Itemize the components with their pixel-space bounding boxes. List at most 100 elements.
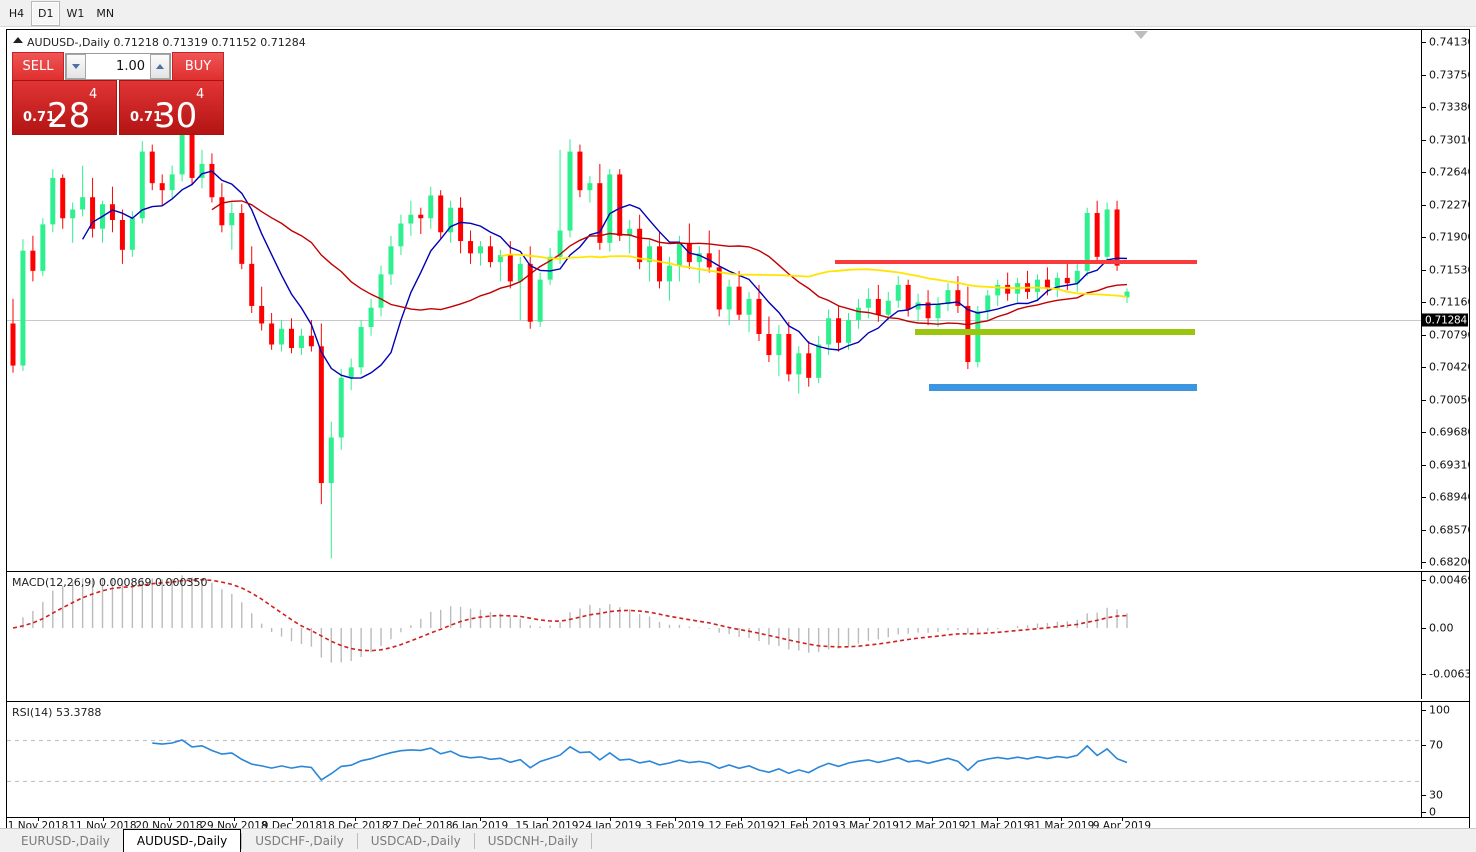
- current-price-line: [7, 320, 1421, 321]
- volume-stepper[interactable]: 1.00: [65, 53, 171, 80]
- timeframe-button-h4[interactable]: H4: [8, 7, 25, 20]
- macd-axis-tick: [1422, 628, 1426, 629]
- volume-increase-button[interactable]: [150, 54, 170, 79]
- one-click-trading-panel[interactable]: SELL 1.00 BUY 0.71 28 4 0.71: [12, 52, 224, 135]
- date-axis-tick: [675, 818, 676, 821]
- volume-decrease-button[interactable]: [66, 54, 86, 79]
- support-line-blue[interactable]: [929, 383, 1197, 391]
- macd-pane[interactable]: 0.004694 0.00 -0.00639 MACD(12,26,9) 0.000…: [7, 571, 1469, 699]
- buy-button[interactable]: 0.71 30 4: [119, 80, 224, 135]
- price-axis-tick: [1422, 465, 1426, 466]
- price-axis-tick: [1422, 530, 1426, 531]
- timeframe-button-d1[interactable]: D1: [31, 1, 61, 26]
- date-axis-tick: [741, 818, 742, 821]
- rsi-axis-label: 30: [1429, 788, 1443, 802]
- chevron-up-icon: [156, 64, 164, 69]
- one-click-price-buttons[interactable]: 0.71 28 4 0.71 30 4: [12, 80, 224, 135]
- price-axis-tick: [1422, 497, 1426, 498]
- price-axis-tick: [1422, 270, 1426, 271]
- symbol-tab-usdcad[interactable]: USDCAD-,Daily: [370, 834, 461, 848]
- price-axis-tick: [1422, 562, 1426, 563]
- one-click-trading-controls[interactable]: SELL 1.00 BUY: [12, 52, 224, 80]
- date-axis-label: 3 Mar 2019: [839, 820, 899, 832]
- date-axis-tick: [419, 818, 420, 821]
- rsi-axis: 100 70 30 0: [1421, 702, 1469, 817]
- price-axis-label: 0.69680: [1429, 425, 1470, 439]
- sell-price-prefix: 0.71: [23, 110, 56, 125]
- date-axis-label: 24 Jan 2019: [578, 820, 642, 832]
- symbol-tab-audusd[interactable]: AUDUSD-,Daily: [122, 829, 242, 852]
- rsi-plot-area[interactable]: [7, 702, 1421, 817]
- tab-divider: [356, 833, 358, 849]
- date-axis-tick: [169, 818, 170, 821]
- rsi-axis-tick: [1422, 795, 1426, 796]
- price-axis-label: 0.73010: [1429, 133, 1470, 147]
- price-axis-tick: [1422, 205, 1426, 206]
- tab-divider: [591, 833, 593, 849]
- rsi-axis-tick: [1422, 745, 1426, 746]
- buy-price-big: 30: [154, 96, 198, 136]
- price-axis-label: 0.68940: [1429, 490, 1470, 504]
- chart-expand-arrow-icon[interactable]: [13, 37, 23, 43]
- date-axis-tick: [869, 818, 870, 821]
- price-axis[interactable]: 0.74130 0.73750 0.73380 0.73010 0.72640 0.722…: [1421, 30, 1469, 569]
- price-axis-label: 0.68570: [1429, 523, 1470, 537]
- timeframe-button-mn[interactable]: MN: [96, 7, 115, 20]
- date-axis-label: 21 Mar 2019: [963, 820, 1031, 832]
- date-axis-label: 6 Jan 2019: [451, 820, 509, 832]
- price-axis-label: 0.74130: [1429, 35, 1470, 49]
- price-axis-label: 0.71160: [1429, 295, 1470, 309]
- symbol-tab-usdchf[interactable]: USDCHF-,Daily: [255, 834, 344, 848]
- volume-input[interactable]: 1.00: [86, 54, 150, 79]
- date-axis-tick: [610, 818, 611, 821]
- date-axis-label: 15 Jan 2019: [515, 820, 579, 832]
- price-axis-label: 0.70790: [1429, 328, 1470, 342]
- rsi-axis-label: 100: [1429, 703, 1450, 717]
- symbol-tab-eurusd[interactable]: EURUSD-,Daily: [21, 834, 110, 848]
- price-axis-label: 0.68200: [1429, 555, 1470, 569]
- price-axis-tick: [1422, 75, 1426, 76]
- macd-plot-area[interactable]: [7, 572, 1421, 699]
- rsi-pane[interactable]: 100 70 30 0 RSI(14) 53.3788: [7, 701, 1469, 817]
- price-axis-tick: [1422, 400, 1426, 401]
- price-axis-label: 0.70050: [1429, 393, 1470, 407]
- price-axis-tick: [1422, 302, 1426, 303]
- macd-axis: 0.004694 0.00 -0.00639: [1421, 572, 1469, 699]
- timeframe-button-w1[interactable]: W1: [66, 7, 85, 20]
- date-axis-label: 20 Nov 2018: [135, 820, 203, 832]
- chart-frame[interactable]: 0.74130 0.73750 0.73380 0.73010 0.72640 0.722…: [6, 29, 1470, 818]
- rsi-axis-label: 0: [1429, 805, 1436, 818]
- chart-shift-marker-icon[interactable]: [1134, 31, 1148, 39]
- date-axis-label: 18 Dec 2018: [321, 820, 389, 832]
- buy-price-prefix: 0.71: [130, 110, 163, 125]
- price-axis-label: 0.69310: [1429, 458, 1470, 472]
- sell-button[interactable]: 0.71 28 4: [12, 80, 117, 135]
- price-axis-label: 0.73380: [1429, 100, 1470, 114]
- macd-header: MACD(12,26,9) 0.000869 0.000350: [12, 576, 208, 589]
- resistance-line-red[interactable]: [835, 260, 1197, 264]
- pivot-line-green[interactable]: [915, 329, 1195, 335]
- date-axis-tick: [1122, 818, 1123, 821]
- date-axis-label: 21 Feb 2019: [773, 820, 839, 832]
- macd-axis-tick: [1422, 580, 1426, 581]
- price-axis-label: 0.72270: [1429, 198, 1470, 212]
- price-pane[interactable]: 0.74130 0.73750 0.73380 0.73010 0.72640 0.722…: [7, 30, 1469, 569]
- date-axis-label: 9 Apr 2019: [1092, 820, 1152, 832]
- price-axis-label: 0.72640: [1429, 165, 1470, 179]
- date-axis-label: 9 Dec 2018: [261, 820, 323, 832]
- price-axis-tick: [1422, 237, 1426, 238]
- date-axis-label: 29 Nov 2018: [200, 820, 268, 832]
- sell-label: SELL: [12, 52, 64, 80]
- rsi-header: RSI(14) 53.3788: [12, 706, 102, 719]
- price-plot-area[interactable]: [7, 30, 1421, 569]
- symbol-tab-bar: EURUSD-,Daily AUDUSD-,Daily USDCHF-,Daily U…: [0, 828, 1476, 852]
- sell-price-big: 28: [47, 96, 91, 136]
- symbol-tab-usdcnh[interactable]: USDCNH-,Daily: [487, 834, 579, 848]
- date-axis-tick: [38, 818, 39, 821]
- rsi-axis-tick: [1422, 710, 1426, 711]
- candlestick-series: [10, 121, 1130, 559]
- timeframe-toolbar: H4 D1 W1 MN: [0, 0, 1476, 27]
- price-axis-tick: [1422, 140, 1426, 141]
- price-axis-tick: [1422, 432, 1426, 433]
